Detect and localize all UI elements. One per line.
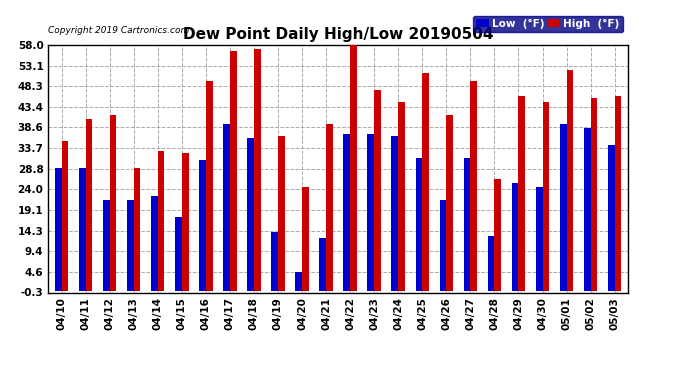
Bar [542, 102, 549, 291]
Bar [536, 187, 542, 291]
Bar [110, 115, 117, 291]
Bar [55, 168, 61, 291]
Bar [86, 119, 92, 291]
Bar [181, 153, 188, 291]
Bar [391, 136, 398, 291]
Bar [127, 200, 134, 291]
Bar [295, 272, 302, 291]
Bar [584, 128, 591, 291]
Bar [271, 232, 278, 291]
Bar [151, 196, 158, 291]
Bar [446, 115, 453, 291]
Bar [415, 158, 422, 291]
Title: Dew Point Daily High/Low 20190504: Dew Point Daily High/Low 20190504 [183, 27, 493, 42]
Bar [560, 123, 566, 291]
Bar [134, 168, 140, 291]
Bar [61, 141, 68, 291]
Bar [350, 41, 357, 291]
Bar [368, 134, 374, 291]
Bar [518, 96, 525, 291]
Bar [566, 70, 573, 291]
Bar [374, 90, 381, 291]
Bar [488, 236, 495, 291]
Bar [440, 200, 446, 291]
Bar [326, 123, 333, 291]
Bar [175, 217, 181, 291]
Bar [615, 96, 622, 291]
Bar [206, 81, 213, 291]
Bar [471, 81, 477, 291]
Bar [79, 168, 86, 291]
Bar [230, 51, 237, 291]
Bar [278, 136, 285, 291]
Bar [199, 160, 206, 291]
Bar [591, 98, 598, 291]
Bar [223, 123, 230, 291]
Bar [254, 49, 261, 291]
Bar [464, 158, 471, 291]
Text: Copyright 2019 Cartronics.com: Copyright 2019 Cartronics.com [48, 26, 190, 35]
Bar [344, 134, 350, 291]
Bar [247, 138, 254, 291]
Bar [319, 238, 326, 291]
Bar [422, 73, 429, 291]
Bar [512, 183, 518, 291]
Legend: Low  (°F), High  (°F): Low (°F), High (°F) [473, 15, 622, 32]
Bar [495, 179, 501, 291]
Bar [103, 200, 110, 291]
Bar [608, 145, 615, 291]
Bar [158, 151, 164, 291]
Bar [398, 102, 405, 291]
Bar [302, 187, 308, 291]
